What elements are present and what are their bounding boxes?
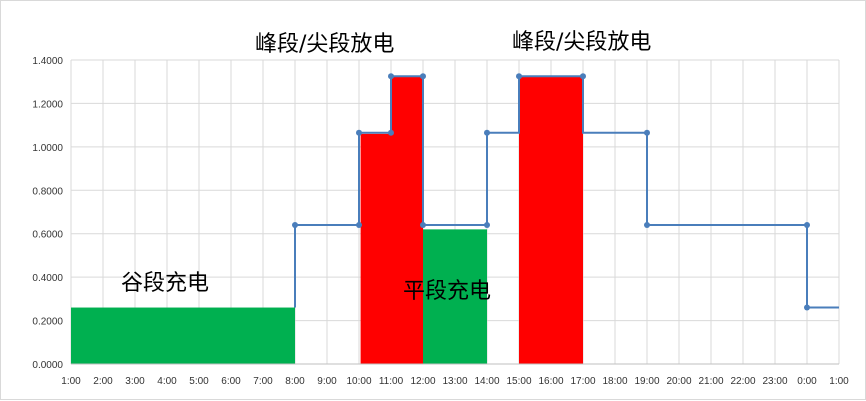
x-tick-label: 4:00 [157, 376, 177, 387]
price-line-marker [388, 129, 394, 136]
price-line-marker [644, 222, 650, 229]
discharge-area [391, 76, 423, 365]
y-tick-label: 0.6000 [32, 230, 63, 241]
x-tick-label: 1:00 [829, 376, 849, 387]
x-tick-label: 7:00 [253, 376, 273, 387]
x-tick-label: 16:00 [538, 376, 563, 387]
discharge-area [360, 133, 391, 364]
price-line-marker [292, 222, 298, 229]
annotation-peak-discharge-2: 峰段/尖段放电 [512, 30, 651, 55]
y-tick-label: 1.4000 [32, 56, 63, 67]
x-tick-label: 0:00 [797, 376, 817, 387]
x-tick-label: 9:00 [317, 376, 337, 387]
x-tick-label: 1:00 [61, 376, 81, 387]
price-line-marker [356, 222, 362, 229]
price-line-marker [388, 73, 394, 80]
x-tick-label: 22:00 [730, 376, 755, 387]
x-tick-label: 15:00 [506, 376, 531, 387]
price-line-marker [420, 73, 426, 80]
y-tick-label: 0.0000 [32, 360, 63, 371]
y-tick-label: 1.0000 [32, 143, 63, 154]
x-tick-label: 18:00 [602, 376, 627, 387]
x-tick-label: 20:00 [666, 376, 691, 387]
price-line-marker [356, 129, 362, 136]
x-tick-label: 10:00 [346, 376, 371, 387]
charge-area [423, 229, 487, 364]
x-tick-label: 11:00 [379, 376, 404, 387]
y-tick-label: 1.2000 [32, 99, 63, 110]
axis-layer: 0.0000 0.2000 0.4000 0.6000 0.8000 1.0000 1.20… [32, 56, 849, 387]
price-line-marker [644, 129, 650, 136]
x-tick-label: 21:00 [698, 376, 723, 387]
price-line-marker [804, 222, 810, 229]
annotation-layer: 谷段充电 平段充电 峰段/尖段放电 峰段/尖段放电 [121, 30, 651, 304]
y-tick-label: 0.4000 [32, 273, 63, 284]
discharge-area [519, 76, 583, 365]
price-line-marker [516, 73, 522, 80]
y-tick-label: 0.8000 [32, 186, 63, 197]
x-tick-label: 13:00 [442, 376, 467, 387]
price-line-marker [580, 73, 586, 80]
price-line-marker [804, 304, 810, 311]
price-line-marker [484, 222, 490, 229]
area-layer [71, 76, 583, 365]
price-line-marker [484, 129, 490, 136]
price-line-layer [292, 73, 839, 311]
charge-area [71, 307, 295, 364]
annotation-flat-charge: 平段充电 [403, 279, 491, 304]
x-tick-label: 5:00 [189, 376, 209, 387]
x-tick-label: 17:00 [570, 376, 595, 387]
x-tick-label: 2:00 [93, 376, 113, 387]
price-line-marker [420, 222, 426, 229]
annotation-valley-charge: 谷段充电 [121, 271, 209, 296]
x-tick-label: 23:00 [762, 376, 787, 387]
x-tick-label: 12:00 [410, 376, 435, 387]
x-tick-label: 6:00 [221, 376, 241, 387]
x-tick-label: 3:00 [125, 376, 145, 387]
y-tick-label: 0.2000 [32, 317, 63, 328]
x-tick-label: 8:00 [285, 376, 305, 387]
annotation-peak-discharge-1: 峰段/尖段放电 [255, 32, 394, 57]
x-tick-label: 19:00 [634, 376, 659, 387]
x-tick-label: 14:00 [474, 376, 499, 387]
